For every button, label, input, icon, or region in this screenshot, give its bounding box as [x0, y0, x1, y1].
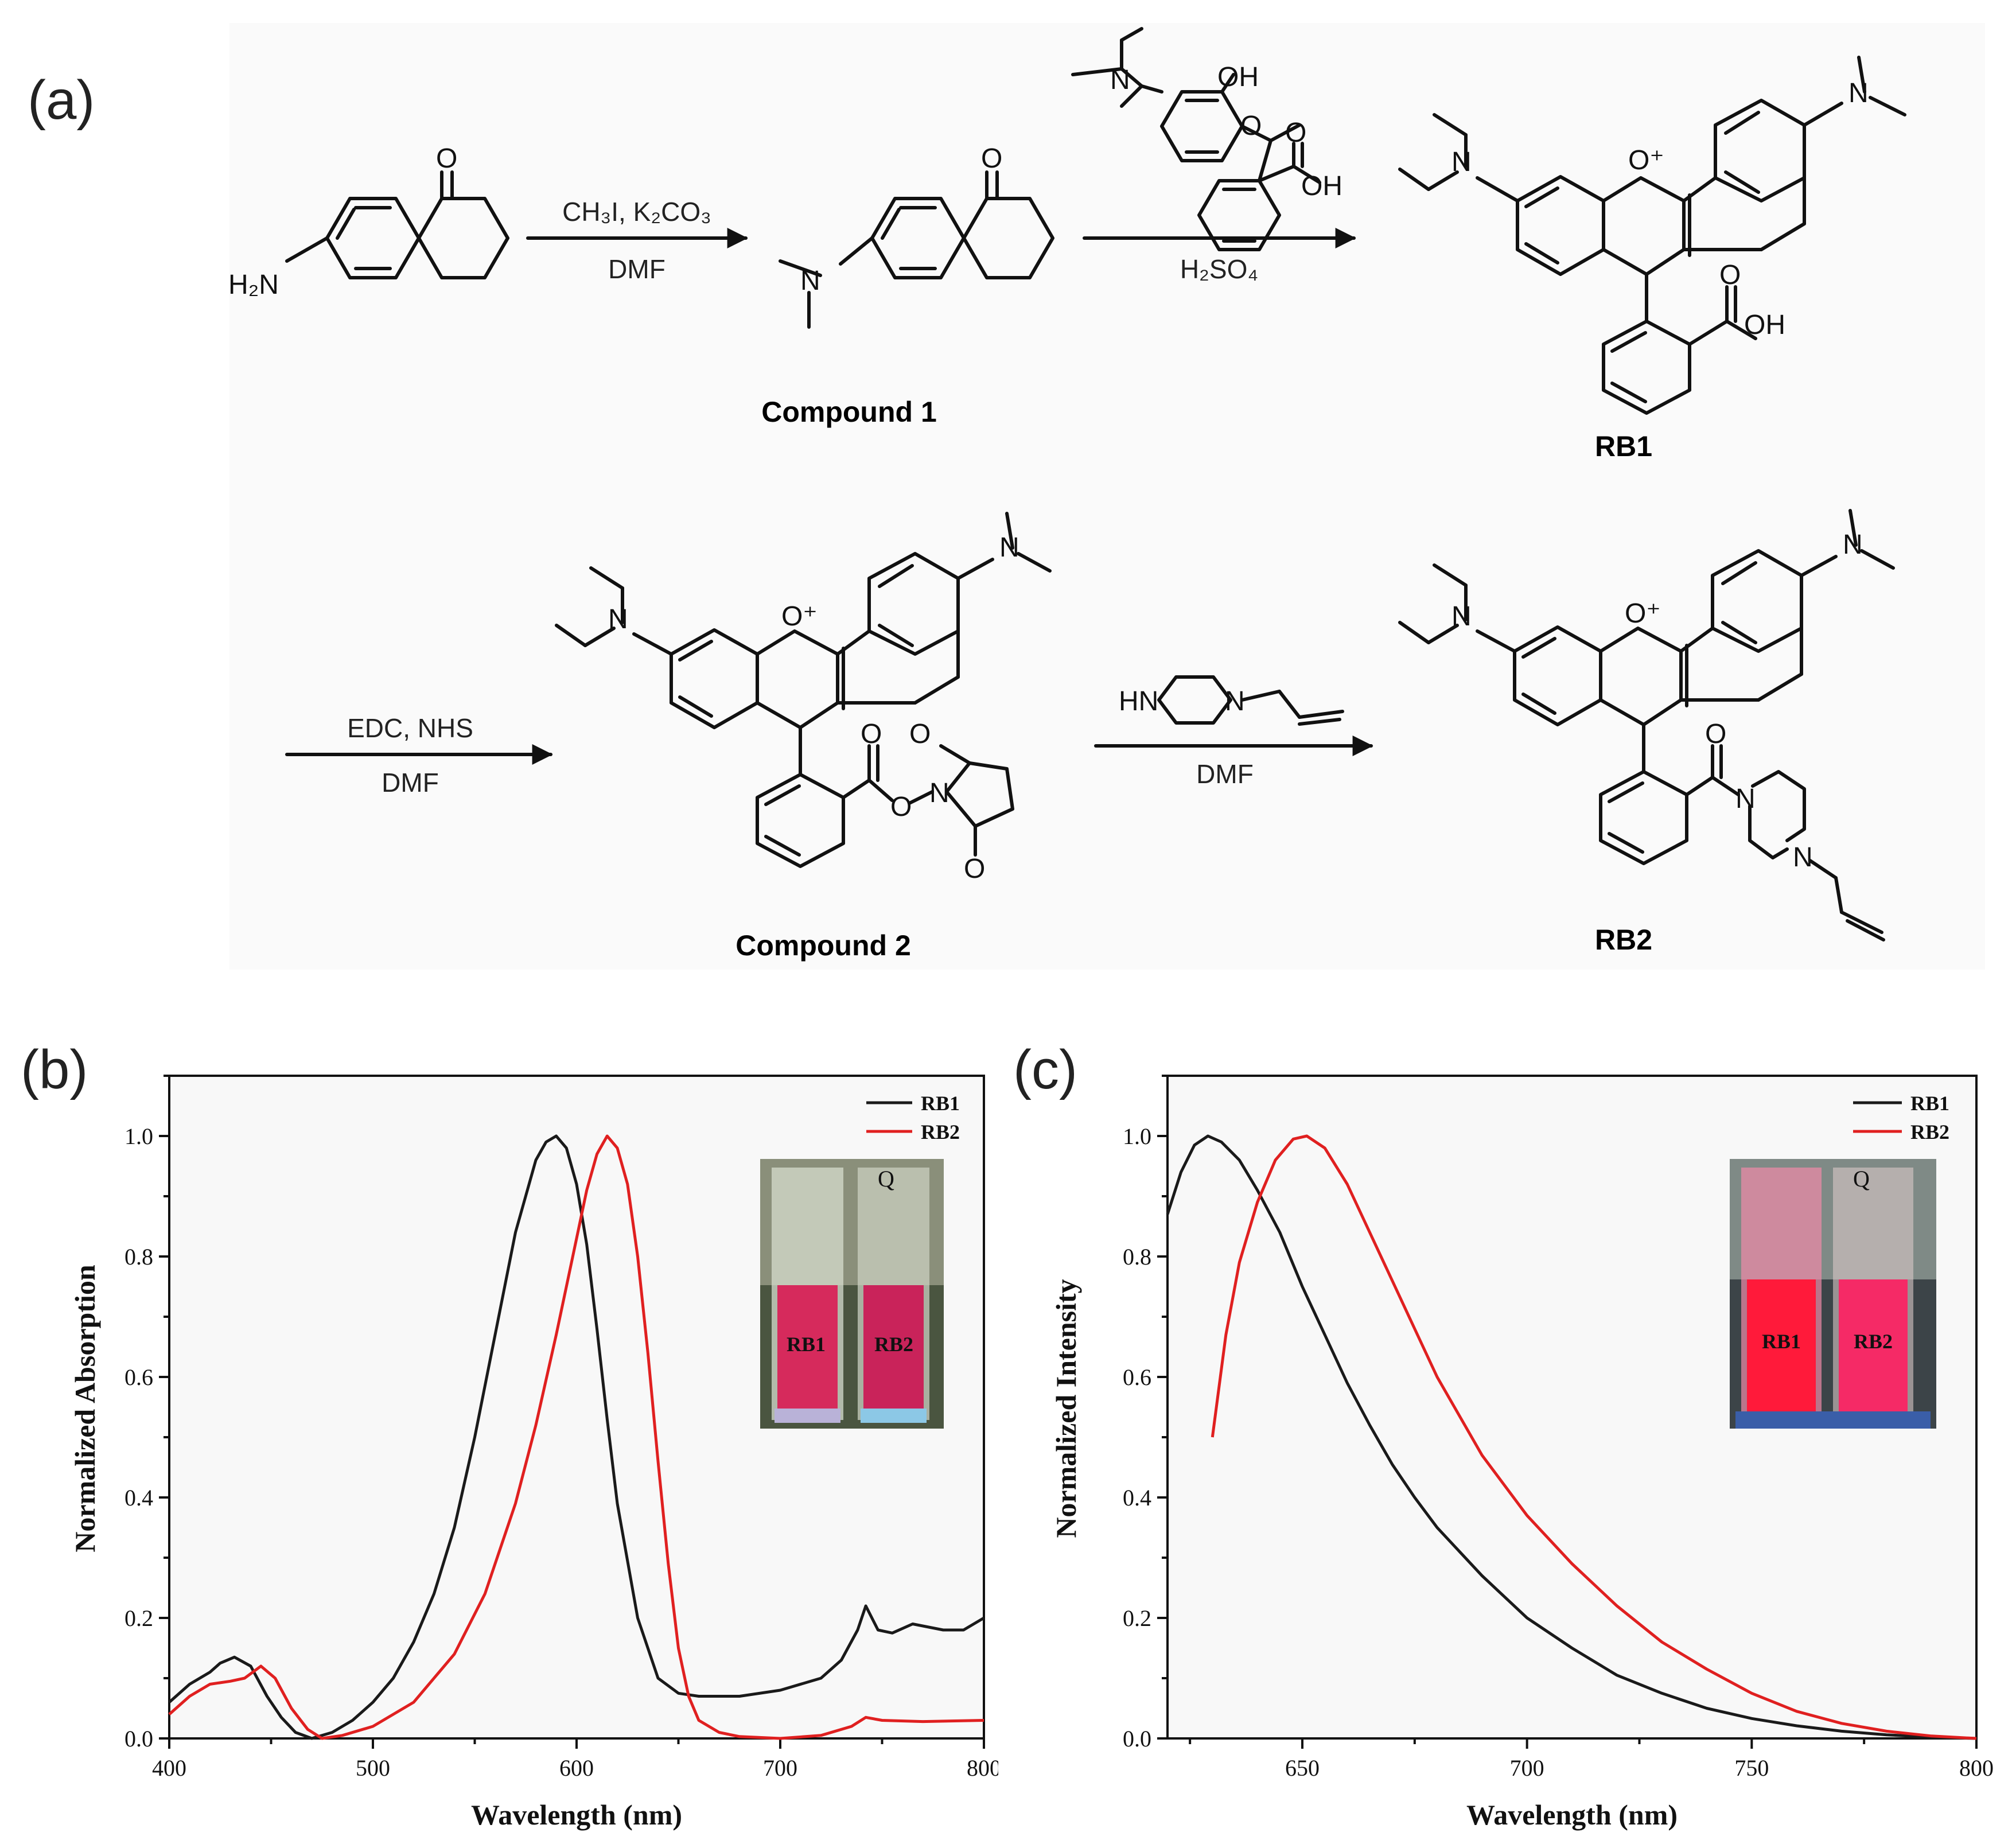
- legend-label-rb1: RB1: [921, 1092, 960, 1115]
- atom-n: N: [1843, 530, 1863, 560]
- inset-label-rb1: RB1: [1762, 1330, 1801, 1353]
- y-tick-label: 0.0: [1123, 1726, 1151, 1752]
- atom-oh: OH: [1301, 171, 1342, 201]
- inset-cap-mark: Q: [1853, 1166, 1870, 1192]
- x-axis-title: Wavelength (nm): [1466, 1799, 1678, 1831]
- atom-o: O: [1285, 118, 1306, 148]
- emission-chart: 650 700 750 800 0.0 0.2 0.4 0.6 0.8 1.0 RB1 RB2 Q…: [1050, 1075, 1994, 1831]
- atom-n: N: [1225, 686, 1245, 717]
- inset-label-rb2: RB2: [874, 1333, 913, 1356]
- series-line-rb2: [1211, 1134, 1977, 1740]
- start-material: [285, 170, 509, 279]
- atom-n: N: [1451, 147, 1472, 177]
- rb2-structure: [1398, 509, 1895, 941]
- absorption-chart: 400 500 600 700 800 0.0 0.2 0.4 0.6 0.8 1.0 RB1 RB…: [69, 1075, 998, 1831]
- compound-1-label: Compound 1: [761, 396, 937, 428]
- atom-oplus: O⁺: [1628, 145, 1664, 176]
- x-axis-title: Wavelength (nm): [471, 1799, 682, 1831]
- compound-2-label: Compound 2: [735, 929, 911, 962]
- y-tick-label: 0.6: [124, 1364, 153, 1390]
- condition-step-3-above: EDC, NHS: [347, 713, 473, 743]
- inset-cap-mark: Q: [878, 1166, 894, 1192]
- y-tick-label: 0.0: [124, 1726, 153, 1752]
- x-tick-label: 700: [1510, 1755, 1544, 1781]
- panel-label-c: (c): [1013, 1039, 1077, 1100]
- reagent-2-structure: [1071, 27, 1321, 251]
- y-tick-label: 0.2: [124, 1605, 153, 1631]
- atom-n: N: [1848, 78, 1869, 108]
- atom-n: N: [800, 266, 820, 296]
- condition-step-1-above: CH₃I, K₂CO₃: [562, 197, 711, 227]
- legend-label-rb2: RB2: [1910, 1121, 1949, 1143]
- y-tick-label: 1.0: [124, 1123, 153, 1149]
- x-tick-label: 400: [152, 1755, 186, 1781]
- cuvette-photo-inset: RB1 RB2 Q: [760, 1159, 944, 1429]
- x-tick-label: 800: [1959, 1755, 1994, 1781]
- panel-label-b: (b): [21, 1039, 88, 1100]
- atom-hn: HN: [1119, 686, 1158, 717]
- atom-n: N: [1110, 65, 1130, 95]
- atom-o: O: [1705, 719, 1726, 749]
- inset-label-rb2: RB2: [1854, 1330, 1893, 1353]
- atom-n: N: [1451, 601, 1472, 632]
- x-tick-label: 700: [763, 1755, 797, 1781]
- series-line-rb1: [1166, 1134, 1977, 1740]
- condition-step-4-below: DMF: [1196, 759, 1254, 789]
- reaction-scheme: H₂N O N O N OH O O OH N N O⁺ O OH N N O⁺…: [228, 27, 1906, 962]
- x-tick-label: 650: [1285, 1755, 1320, 1781]
- atom-oh: OH: [1217, 62, 1259, 92]
- reagent-4-structure: [1157, 675, 1344, 726]
- atom-o: O: [981, 143, 1002, 174]
- atom-o: O: [436, 143, 457, 174]
- atom-n: N: [999, 532, 1019, 563]
- y-tick-label: 0.6: [1123, 1364, 1151, 1390]
- legend-label-rb1: RB1: [1910, 1092, 1949, 1115]
- atom-o: O: [890, 792, 912, 822]
- y-tick-label: 0.8: [1123, 1244, 1151, 1270]
- legend: RB1 RB2: [1853, 1092, 1949, 1143]
- series-line-rb2: [168, 1134, 984, 1740]
- y-tick-label: 1.0: [1123, 1123, 1151, 1149]
- cuvette-photo-inset: RB1 RB2 Q: [1730, 1159, 1936, 1429]
- y-axis-title: Normalized Absorption: [69, 1265, 101, 1553]
- atom-o: O: [861, 719, 882, 749]
- atom-n: N: [1793, 842, 1813, 873]
- x-tick-label: 750: [1734, 1755, 1769, 1781]
- atom-o: O: [909, 719, 931, 749]
- rb1-label: RB1: [1595, 430, 1652, 462]
- atom-n: N: [608, 604, 628, 635]
- atom-nh2: H₂N: [228, 270, 279, 300]
- atom-o: O: [1719, 260, 1741, 290]
- y-tick-label: 0.4: [1123, 1485, 1151, 1511]
- x-tick-label: 800: [967, 1755, 998, 1781]
- y-tick-label: 0.4: [124, 1485, 153, 1511]
- legend-label-rb2: RB2: [921, 1121, 960, 1143]
- condition-step-1-below: DMF: [608, 254, 666, 284]
- atom-oh: OH: [1744, 310, 1785, 340]
- atom-o: O: [1240, 111, 1262, 141]
- compound-2-structure: [555, 512, 1052, 868]
- compound-1-structure: [779, 170, 1054, 329]
- x-tick-label: 600: [559, 1755, 594, 1781]
- y-tick-label: 0.8: [124, 1244, 153, 1270]
- x-tick-label: 500: [356, 1755, 390, 1781]
- rb1-structure: [1398, 56, 1906, 415]
- atom-o: O: [964, 854, 985, 884]
- condition-step-3-below: DMF: [382, 768, 439, 797]
- y-axis-title: Normalized Intensity: [1050, 1279, 1082, 1538]
- series-line-rb1: [168, 1134, 985, 1740]
- y-tick-label: 0.2: [1123, 1605, 1151, 1631]
- atom-oplus: O⁺: [1625, 598, 1661, 629]
- inset-label-rb1: RB1: [787, 1333, 826, 1356]
- rb2-label: RB2: [1595, 924, 1652, 956]
- condition-step-2-below: H₂SO₄: [1180, 254, 1258, 284]
- atom-n: N: [929, 778, 949, 808]
- legend: RB1 RB2: [866, 1092, 960, 1143]
- atom-n: N: [1735, 784, 1756, 814]
- atom-oplus: O⁺: [781, 601, 818, 632]
- panel-label-a: (a): [28, 69, 95, 131]
